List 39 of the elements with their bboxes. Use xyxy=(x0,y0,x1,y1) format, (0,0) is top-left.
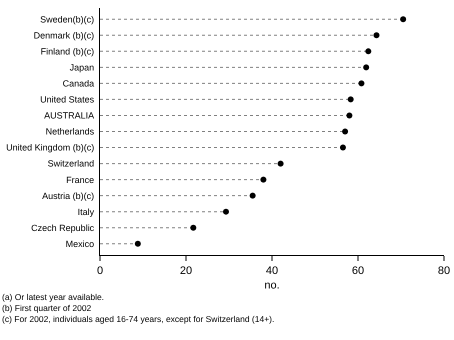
x-tick-label: 40 xyxy=(266,265,278,278)
point xyxy=(278,160,284,167)
point xyxy=(340,144,346,151)
y-tick-label: Mexico xyxy=(66,238,94,249)
y-tick-label: Finland (b)(c) xyxy=(40,46,94,56)
y-tick-label: Sweden(b)(c) xyxy=(40,14,94,24)
text: (b) First quarter of 2002 xyxy=(2,303,92,313)
y-tick-label: Denmark (b)(c) xyxy=(34,30,94,40)
y-tick-label: Czech Republic xyxy=(31,222,95,233)
point xyxy=(222,208,229,215)
point xyxy=(373,32,380,38)
point xyxy=(342,128,348,134)
y-tick-label: Switzerland xyxy=(48,158,94,169)
x-tick-label: 20 xyxy=(180,265,192,278)
point xyxy=(346,112,352,118)
y-tick-label: AUSTRALIA xyxy=(44,110,94,121)
point xyxy=(250,192,256,199)
y-tick-label: Netherlands xyxy=(46,126,95,137)
point xyxy=(365,48,372,54)
y-tick-label: United Kingdom (b)(c) xyxy=(6,142,94,153)
x-tick-label: 0 xyxy=(96,265,104,278)
y-tick-label: Italy xyxy=(78,206,95,217)
x-axis-title: no. xyxy=(264,279,280,292)
y-tick-label: United States xyxy=(40,94,95,105)
point xyxy=(260,176,266,183)
y-tick-label: France xyxy=(66,174,94,185)
text: (c) For 2002, individuals aged 16-74 years, except for Switzerland (14+). xyxy=(2,314,274,324)
point xyxy=(358,80,364,86)
y-tick-label: Canada xyxy=(62,78,94,89)
x-tick-label: 60 xyxy=(352,265,364,278)
x-tick-label: 80 xyxy=(438,265,450,278)
point xyxy=(348,96,354,102)
text: (a) Or latest year available. xyxy=(2,292,104,302)
point xyxy=(363,64,370,70)
y-tick-label: Japan xyxy=(70,62,94,72)
point xyxy=(190,224,196,231)
y-tick-label: Austria (b)(c) xyxy=(42,190,94,201)
point xyxy=(400,16,406,22)
point xyxy=(134,240,141,247)
